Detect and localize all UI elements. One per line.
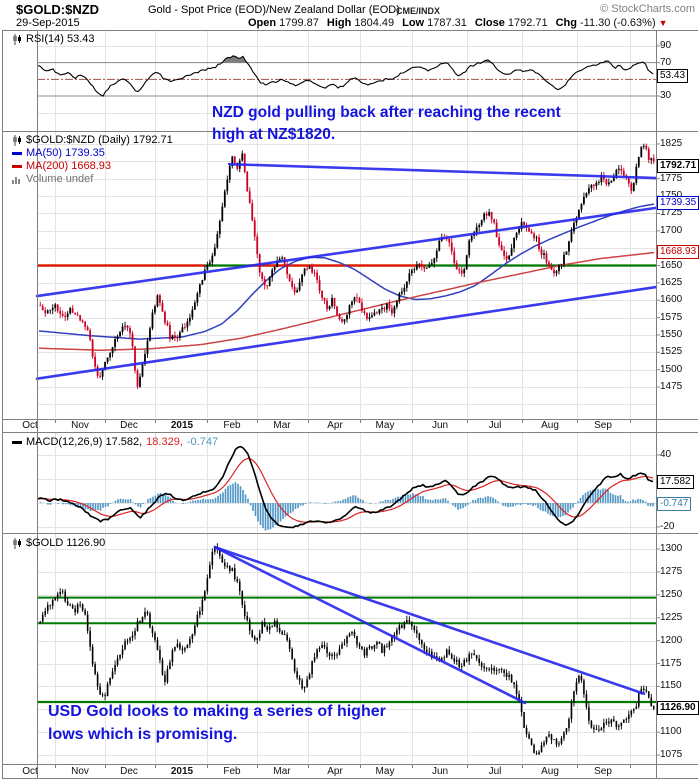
trendline	[213, 545, 527, 705]
trendline	[35, 206, 658, 298]
panel-rsi	[37, 31, 660, 131]
trendline	[213, 545, 646, 696]
panel-gold	[37, 534, 660, 763]
trendline	[35, 285, 658, 381]
trendline	[227, 162, 658, 180]
panel-macd	[37, 433, 660, 532]
panel-main	[35, 132, 660, 418]
